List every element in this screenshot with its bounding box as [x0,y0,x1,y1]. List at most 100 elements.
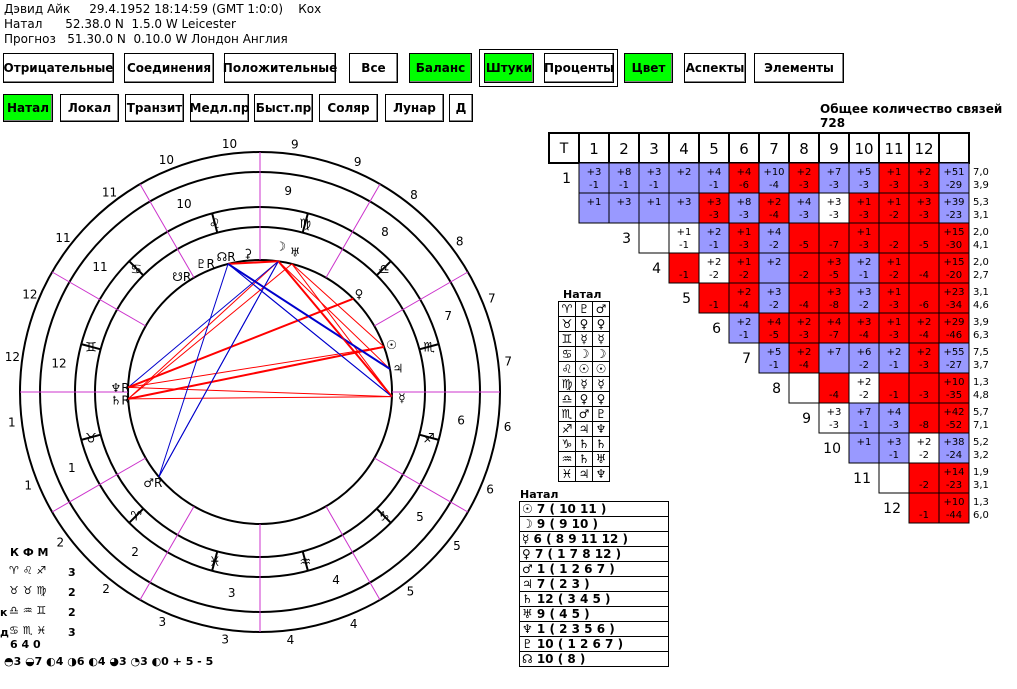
ruler-glyph: ♀ [575,391,593,407]
legend-glyphs: ♈ ♌ ♐ [9,564,47,577]
matrix-cell [638,162,670,194]
natal-button[interactable]: Натал [3,94,53,122]
matrix-cell-negative: -1 [769,360,779,371]
matrix-cell [938,192,970,224]
matrix-row-label: 8 [772,381,781,397]
color-button[interactable]: Цвет [624,53,673,83]
balance-button[interactable]: Баланс [409,53,472,83]
ruler-glyph: ☉ [592,361,610,377]
matrix-col-header [728,132,760,164]
percent-button[interactable]: Проценты [544,53,614,83]
matrix-cell-positive: +38 [943,437,964,448]
matrix-ratio-negative: 7,1 [973,420,989,431]
aspect-line [127,297,354,389]
zodiac-sign-glyph: ♓ [209,555,221,570]
positive-button[interactable]: Положительные [223,53,337,83]
matrix-cell-negative: -3 [709,210,719,221]
matrix-cell-negative: -3 [919,180,929,191]
matrix-cell-positive: +4 [737,167,752,178]
matrix-cell-negative: -3 [889,420,899,431]
matrix-cell-negative: -1 [709,300,719,311]
matrix-cell-negative: -1 [589,180,599,191]
matrix-cell [668,192,700,224]
zodiac-sign-glyph: ♒ [299,555,311,570]
matrix-cell [788,222,820,254]
outer-house-number: 7 [488,291,496,305]
negative-button[interactable]: Отрицательные [3,53,114,83]
matrix-cell [788,282,820,314]
matrix-cell [938,222,970,254]
outer-house-number: 1 [8,415,16,429]
matrix-cell-positive: +2 [797,167,812,178]
legend-count: 2 [68,586,76,599]
planet-glyph: ♂R [143,476,162,490]
matrix-col-header [788,132,820,164]
house-number: 3 [228,586,236,600]
matrix-cell-positive: +23 [943,287,964,298]
matrix-cell-positive: +1 [857,197,872,208]
matrix-cell [728,222,760,254]
conjunctions-button[interactable]: Соединения [124,53,214,83]
solar-button[interactable]: Соляр [319,94,378,122]
ruler-glyph: ☿ [592,376,610,392]
all-button[interactable]: Все [349,53,398,83]
matrix-cell [938,162,970,194]
matrix-cell [908,312,940,344]
matrix-cell-positive: +1 [587,197,602,208]
matrix-cell-positive: +2 [797,317,812,328]
lunar-button[interactable]: Лунар [385,94,444,122]
matrix-cell [638,192,670,224]
matrix-cell [818,192,850,224]
matrix-row-label: 7 [742,351,751,367]
elements-button[interactable]: Элементы [754,53,844,83]
matrix-cell-positive: +2 [917,347,932,358]
matrix-col-label: 10 [854,140,873,158]
matrix-cell [908,192,940,224]
matrix-row-label: 5 [682,291,691,307]
matrix-cell [728,192,760,224]
fast-progression-button[interactable]: Быст.пр [254,94,313,122]
matrix-cell-positive: +3 [857,317,872,328]
matrix-cell-negative: -3 [919,210,929,221]
matrix-cell [818,372,850,404]
outer-house-number: 11 [102,185,117,199]
outer-house-number: 8 [410,188,418,202]
matrix-row-label: 3 [622,231,631,247]
house-number: 7 [444,309,452,323]
matrix-cell-positive: +2 [737,317,752,328]
matrix-cell-positive: +3 [617,197,632,208]
matrix-cell-negative: -2 [889,270,899,281]
matrix-cell [848,192,880,224]
aspects-button[interactable]: Аспекты [684,53,746,83]
matrix-cell [848,342,880,374]
matrix-cell [938,402,970,434]
transit-button[interactable]: Транзит [125,94,184,122]
sign-glyph: ♓ [558,466,576,482]
zodiac-sign-glyph: ♊ [85,341,97,356]
matrix-cell [848,312,880,344]
matrix-col-header [638,132,670,164]
matrix-cell [938,342,970,374]
matrix-cell-positive: +51 [943,167,964,178]
aspect-line [291,263,385,348]
matrix-ratio-negative: 3,9 [973,180,989,191]
matrix-cell-positive: +4 [797,197,812,208]
planet-glyph: ♀ [355,287,364,301]
pieces-button[interactable]: Штуки [484,53,534,83]
slow-progression-button[interactable]: Медл.пр [190,94,250,122]
sign-glyph: ♋ [558,346,576,362]
matrix-cell-negative: -29 [946,180,962,191]
ruler-glyph: ♄ [592,436,610,452]
matrix-cell-negative: -1 [709,180,719,191]
planet-house-row: ♇ 10 ( 1 2 6 7 ) [519,636,669,652]
matrix-cell-positive: +42 [943,407,964,418]
d-button[interactable]: Д [449,94,473,122]
planet-glyph: ♇R [196,257,215,271]
matrix-row-label: 10 [823,441,841,457]
matrix-cell-negative: -4 [919,270,929,281]
matrix-cell-negative: -1 [889,450,899,461]
ruler-glyph: ☽ [592,346,610,362]
matrix-cell-positive: +10 [943,377,964,388]
local-button[interactable]: Локал [60,94,119,122]
matrix-cell [728,312,760,344]
